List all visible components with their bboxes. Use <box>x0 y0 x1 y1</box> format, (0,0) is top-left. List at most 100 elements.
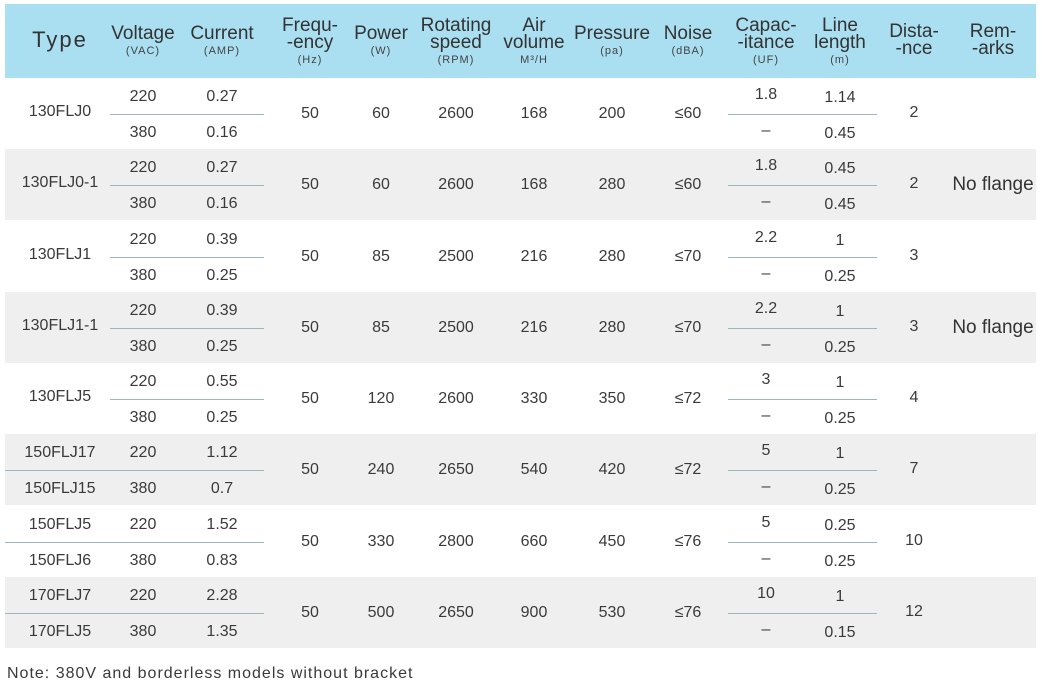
cell-capacitance: – <box>761 193 771 211</box>
cell-line: 1 <box>835 231 845 249</box>
header-voltage: Voltage (VAC) <box>108 4 178 78</box>
cell-frequency: 50 <box>301 603 319 621</box>
cell-remarks: No flange <box>952 316 1034 338</box>
cell-speed: 2600 <box>438 390 474 407</box>
cell-capacitance: – <box>761 620 771 638</box>
cell-frequency: 50 <box>301 105 319 122</box>
cell-line: 0.25 <box>824 410 856 427</box>
cell-air: 216 <box>520 318 548 336</box>
cell-current: 0.25 <box>206 409 238 426</box>
cell-type: 130FLJ1 <box>28 245 92 263</box>
cell-capacitance: 5 <box>761 513 771 531</box>
header-speed: Rotating speed (RPM) <box>416 4 496 78</box>
cell-current: 0.7 <box>210 480 234 498</box>
cell-current: 0.39 <box>206 230 238 248</box>
cell-noise: ≤70 <box>674 247 702 265</box>
row-divider <box>110 399 264 400</box>
header-frequency-unit: (Hz) <box>297 53 323 66</box>
cell-noise: ≤76 <box>674 603 702 621</box>
cell-pressure: 280 <box>598 318 626 336</box>
header-pressure-label: Pressure <box>573 23 651 44</box>
row-divider <box>5 470 264 472</box>
table-note: Note: 380V and borderless models without… <box>7 665 414 682</box>
cell-frequency: 50 <box>301 532 319 550</box>
cell-voltage: 380 <box>129 622 157 640</box>
cell-current: 0.27 <box>206 88 238 105</box>
cell-speed: 2500 <box>438 247 474 265</box>
cell-distance: 10 <box>905 531 923 549</box>
cell-remarks: No flange <box>952 174 1034 196</box>
cell-current: 0.83 <box>206 551 238 569</box>
cell-distance: 2 <box>909 175 919 193</box>
cell-speed: 2600 <box>438 176 474 194</box>
cell-voltage: 380 <box>129 409 157 426</box>
cell-line: 1 <box>835 302 845 320</box>
cell-current: 0.25 <box>206 266 238 284</box>
cell-line: 0.25 <box>824 516 856 534</box>
row-divider <box>110 114 264 115</box>
cell-speed: 2600 <box>438 105 474 122</box>
cell-voltage: 220 <box>129 230 157 248</box>
cell-air: 168 <box>520 176 548 194</box>
cell-speed: 2650 <box>438 461 474 479</box>
cell-line: 1 <box>835 374 845 391</box>
table-row: 130FLJ5 220 380 0.55 0.25 50 120 2600 330 350 ≤72 3… <box>5 363 1036 434</box>
cell-type: 150FLJ17 <box>24 444 96 462</box>
cell-frequency: 50 <box>301 390 319 407</box>
cell-line: 0.15 <box>824 623 856 641</box>
cell-current: 0.16 <box>206 195 238 213</box>
cell-voltage: 380 <box>129 195 157 213</box>
cell-distance: 2 <box>909 104 919 121</box>
cell-frequency: 50 <box>301 461 319 479</box>
cell-line: 0.25 <box>824 481 856 499</box>
cell-line: 1.14 <box>824 89 856 106</box>
cell-voltage: 380 <box>129 337 157 355</box>
cell-voltage: 220 <box>129 301 157 319</box>
cell-pressure: 200 <box>598 105 626 122</box>
cell-noise: ≤60 <box>674 105 702 122</box>
table-header: Type Voltage (VAC) Current (AMP) Frequ- -ency… <box>5 4 1036 78</box>
row-divider <box>728 185 877 187</box>
cell-capacitance: 1.8 <box>754 157 778 175</box>
cell-distance: 7 <box>909 460 919 478</box>
cell-type: 170FLJ5 <box>28 622 92 640</box>
cell-pressure: 350 <box>598 390 626 407</box>
header-air: Air volume M³/H <box>499 4 569 78</box>
header-current-unit: (AMP) <box>203 45 241 57</box>
cell-distance: 3 <box>909 317 919 335</box>
cell-line: 0.25 <box>824 267 856 285</box>
cell-distance: 12 <box>905 602 923 620</box>
header-current: Current (AMP) <box>187 4 257 78</box>
table-row: 130FLJ1-1 220 380 0.39 0.25 50 85 2500 216 280 ≤70… <box>5 291 1036 363</box>
cell-air: 168 <box>520 105 548 122</box>
cell-line: 1 <box>835 445 845 463</box>
cell-pressure: 450 <box>598 532 626 550</box>
row-divider <box>110 256 264 258</box>
header-distance-label: Dista- -nce <box>889 20 939 59</box>
cell-current: 1.35 <box>206 622 238 640</box>
cell-line: 0.45 <box>824 125 856 142</box>
cell-voltage: 220 <box>129 88 157 105</box>
cell-power: 120 <box>367 390 395 407</box>
cell-pressure: 530 <box>598 603 626 621</box>
cell-type: 130FLJ1-1 <box>21 316 99 334</box>
cell-air: 216 <box>520 247 548 265</box>
header-voltage-label: Voltage <box>111 23 175 44</box>
cell-power: 85 <box>372 247 390 265</box>
header-power-label: Power <box>354 23 408 44</box>
cell-line: 0.25 <box>824 338 856 356</box>
cell-power: 60 <box>372 176 390 194</box>
cell-frequency: 50 <box>301 247 319 265</box>
table-row: 130FLJ0-1 220 380 0.27 0.16 50 60 2600 168 280 ≤60… <box>5 149 1036 221</box>
cell-voltage: 220 <box>129 586 157 604</box>
header-distance: Dista- -nce <box>882 4 946 78</box>
header-pressure-unit: (pa) <box>600 45 624 57</box>
cell-capacitance: – <box>761 549 771 567</box>
cell-air: 660 <box>520 532 548 550</box>
cell-voltage: 220 <box>129 159 157 177</box>
header-power: Power (W) <box>353 4 409 78</box>
cell-power: 500 <box>367 603 395 621</box>
cell-type: 130FLJ5 <box>28 388 92 405</box>
row-divider <box>728 256 877 258</box>
cell-power: 330 <box>367 532 395 550</box>
